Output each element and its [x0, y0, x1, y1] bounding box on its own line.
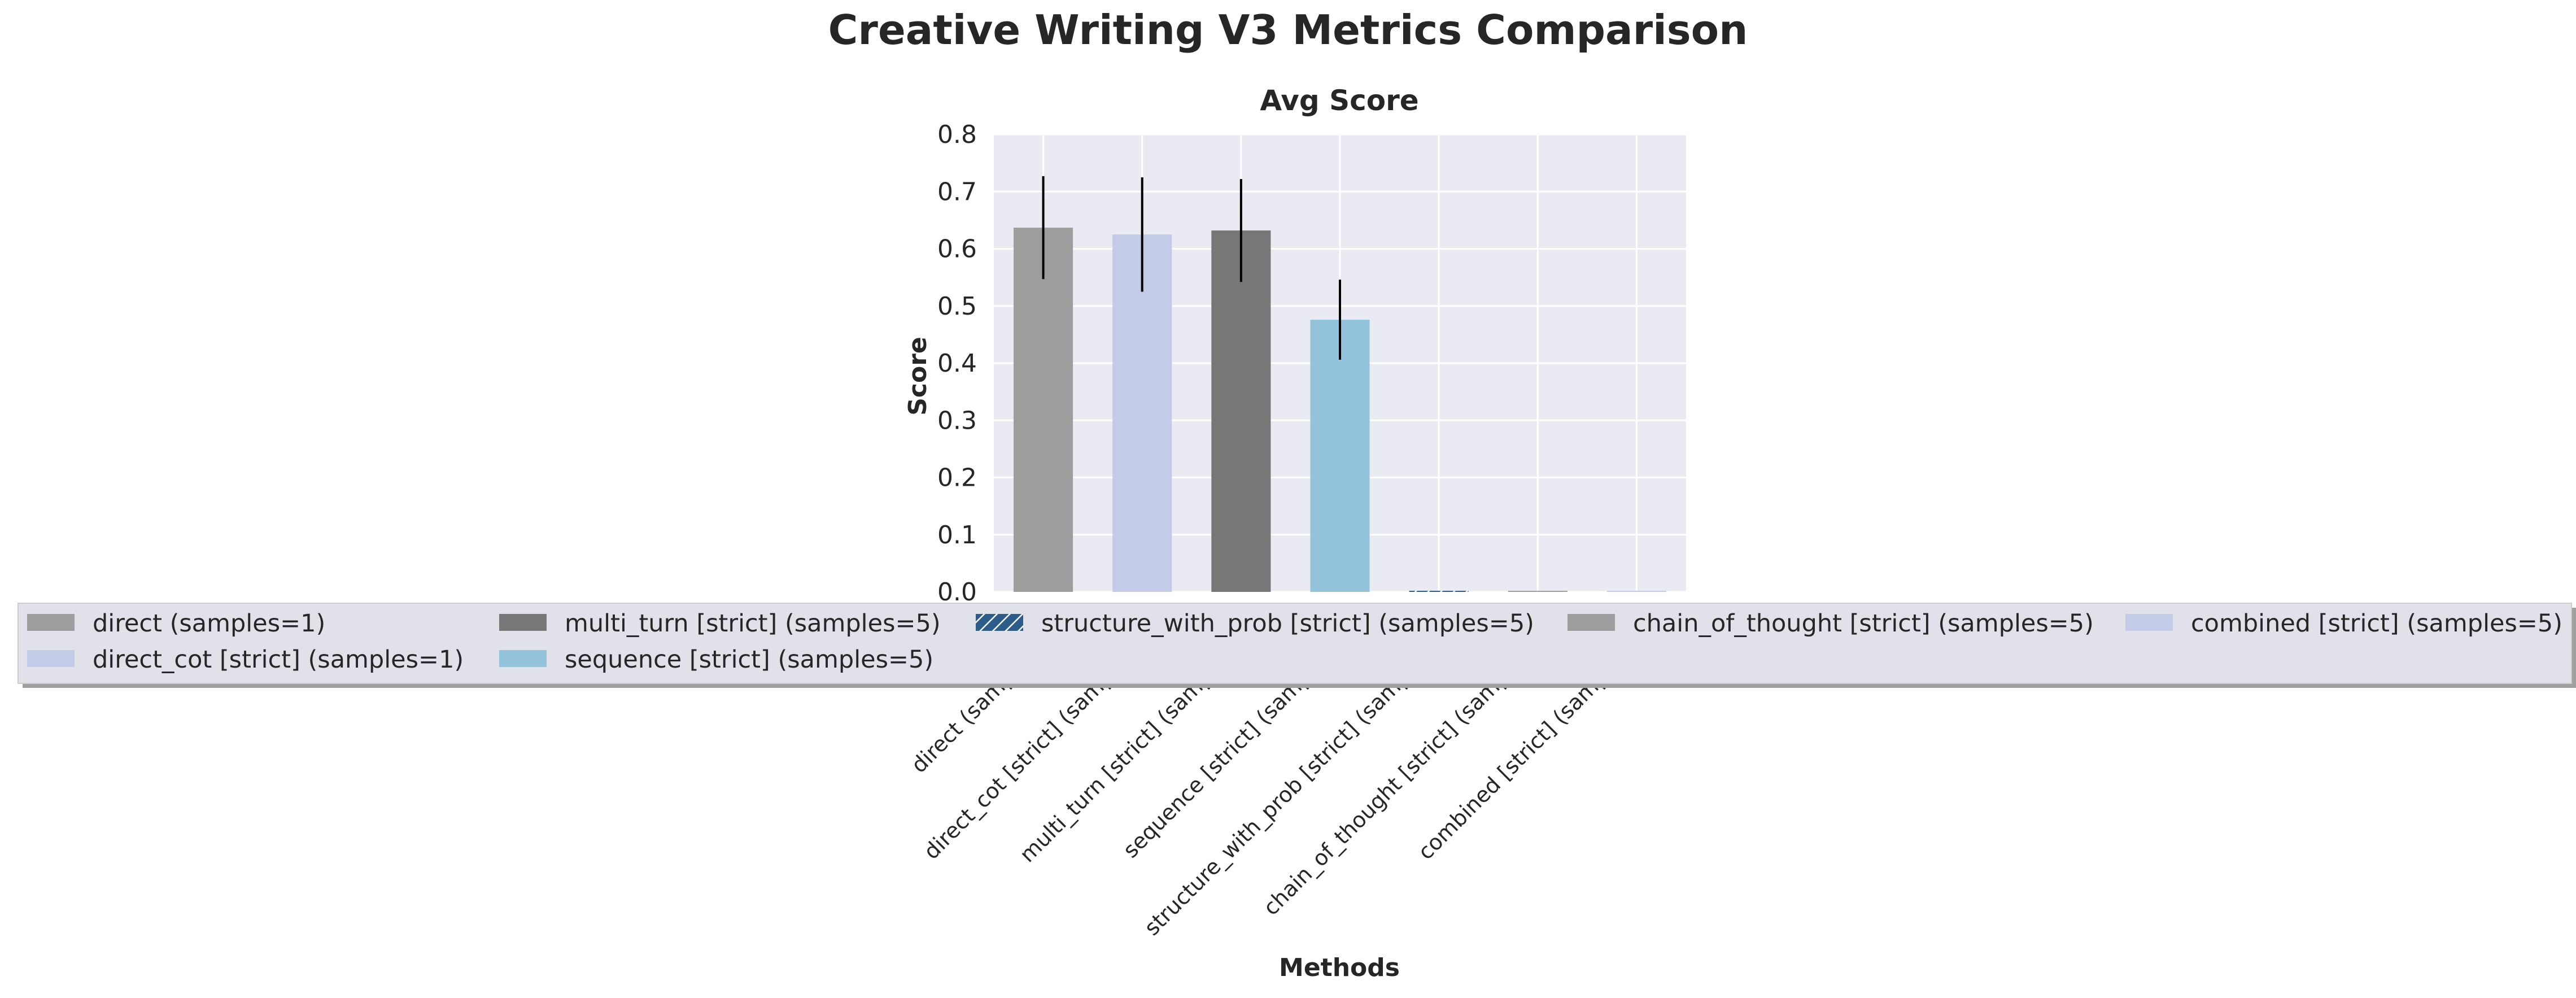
bar: [1409, 591, 1469, 592]
y-axis-ticks: 0.0 0.1 0.2 0.3 0.4 0.5 0.6 0.7 0.8: [937, 120, 977, 607]
y-tick-label: 0.3: [937, 406, 977, 435]
error-bars: [1042, 176, 1341, 360]
legend-swatch: [499, 614, 547, 631]
y-tick-label: 0.4: [937, 349, 977, 378]
y-tick-label: 0.1: [937, 521, 977, 550]
legend-label: multi_turn [strict] (samples=5): [565, 609, 941, 638]
y-tick-label: 0.5: [937, 292, 977, 321]
legend-label: direct (samples=1): [93, 609, 325, 638]
legend-label: direct_cot [strict] (samples=1): [93, 646, 464, 674]
y-tick-label: 0.8: [937, 120, 977, 149]
legend-label: sequence [strict] (samples=5): [565, 646, 933, 674]
legend-swatch: [499, 650, 547, 667]
legend-swatch: [2125, 614, 2173, 631]
chart-title: Creative Writing V3 Metrics Comparison: [828, 6, 1748, 54]
bar: [1508, 591, 1568, 592]
bar: [1112, 234, 1172, 592]
legend-label: combined [strict] (samples=5): [2191, 609, 2562, 638]
legend: direct (samples=1) direct_cot [strict] (s…: [18, 603, 2576, 688]
y-tick-label: 0.0: [937, 578, 977, 607]
y-axis-label: Score: [903, 337, 932, 416]
legend-swatch: [1568, 614, 1615, 631]
legend-swatch: [27, 650, 75, 667]
bars: [1014, 228, 1666, 592]
subplot-title: Avg Score: [1260, 84, 1418, 117]
legend-label: chain_of_thought [strict] (samples=5): [1633, 609, 2094, 638]
bar: [1211, 230, 1271, 592]
legend-label: structure_with_prob [strict] (samples=5): [1041, 609, 1534, 638]
y-tick-label: 0.7: [937, 177, 977, 206]
legend-swatch: [27, 614, 75, 631]
y-tick-label: 0.6: [937, 235, 977, 264]
x-axis-label: Methods: [1279, 953, 1400, 982]
y-tick-label: 0.2: [937, 464, 977, 493]
bar: [1606, 591, 1666, 592]
bar: [1014, 228, 1073, 592]
bar: [1310, 320, 1370, 592]
legend-swatch: [976, 614, 1023, 631]
